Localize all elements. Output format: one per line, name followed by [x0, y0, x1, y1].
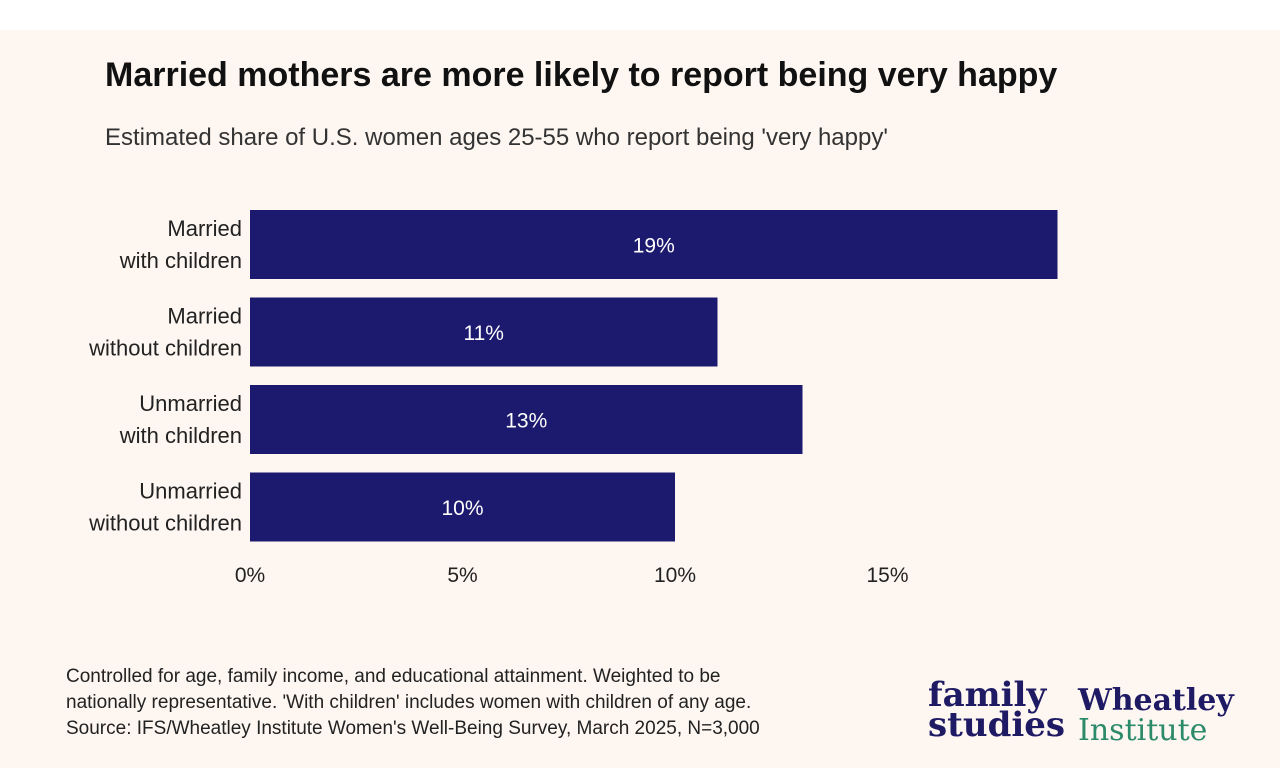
category-label-2-1: with children: [119, 423, 242, 448]
category-label-3-1: without children: [88, 511, 242, 536]
logo-family-word: family: [928, 675, 1047, 715]
chart-subtitle: Estimated share of U.S. women ages 25-55…: [105, 124, 888, 151]
bar-2: [250, 385, 803, 454]
category-label-0-0: Married: [167, 216, 242, 241]
wheatley-institute-logo: Wheatley Institute: [1078, 686, 1234, 746]
x-tick-label-0: 0%: [235, 564, 265, 587]
logo-studies-word: studies: [928, 705, 1066, 745]
category-label-1-1: without children: [88, 336, 242, 361]
bar-3: [250, 472, 675, 542]
bar-value-label-3: 10%: [441, 497, 483, 520]
family-studies-logo: family studies: [928, 675, 1066, 745]
bar-chart: 19% Married with children 11% Married without…: [88, 210, 1058, 587]
bar-value-label-0: 19%: [633, 235, 675, 258]
note-line-1: Controlled for age, family income, and e…: [66, 666, 721, 687]
bar-value-label-1: 11%: [464, 322, 504, 345]
category-label-0-1: with children: [119, 248, 242, 273]
bar-1: [250, 297, 718, 367]
category-label-2-0: Unmarried: [139, 391, 242, 416]
chart-notes: Controlled for age, family income, and e…: [66, 664, 760, 742]
logo-wheatley-word: Wheatley: [1078, 683, 1234, 718]
bar-0: [250, 210, 1058, 279]
x-tick-label-1: 5%: [447, 564, 477, 587]
logo-institute-word: Institute: [1078, 713, 1208, 748]
note-line-3: Source: IFS/Wheatley Institute Women's W…: [66, 718, 760, 739]
category-label-1-0: Married: [167, 304, 242, 329]
category-label-3-0: Unmarried: [139, 479, 242, 504]
chart-title: Married mothers are more likely to repor…: [105, 56, 1058, 94]
note-line-2: nationally representative. 'With childre…: [66, 692, 752, 713]
bar-value-label-2: 13%: [505, 410, 547, 433]
x-tick-label-2: 10%: [654, 564, 696, 587]
x-tick-label-3: 15%: [866, 564, 908, 587]
